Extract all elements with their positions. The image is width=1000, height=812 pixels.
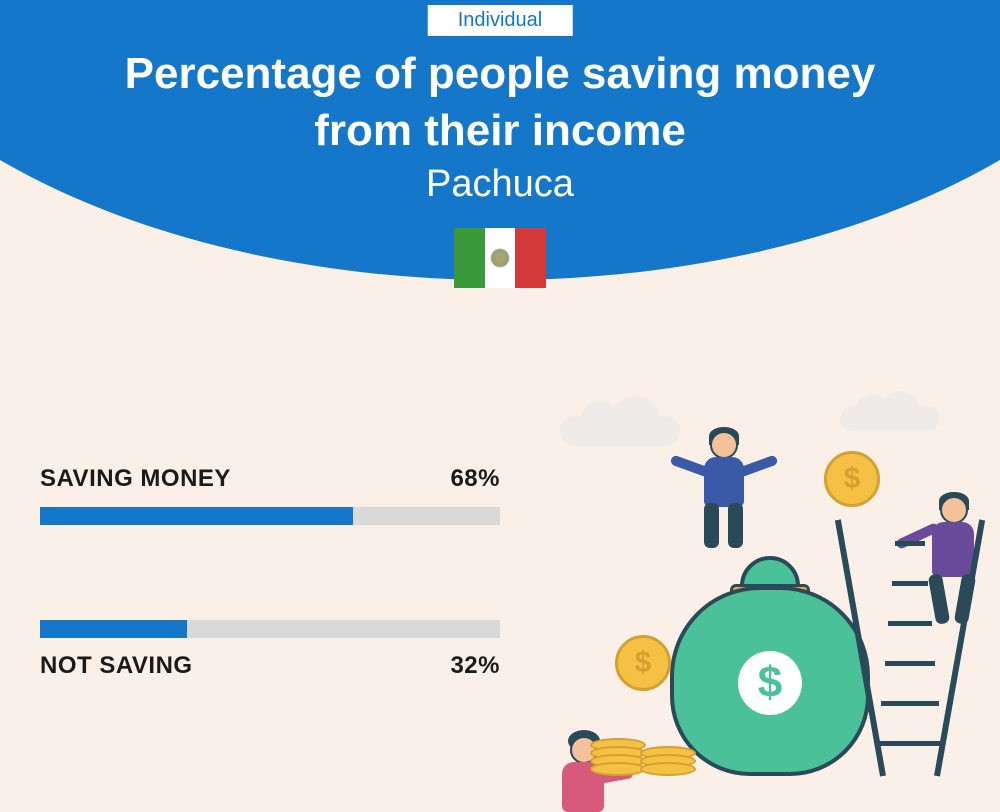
bar-label: NOT SAVING bbox=[40, 652, 193, 680]
flag-emblem-icon bbox=[490, 248, 510, 268]
page-title: Percentage of people saving money from t… bbox=[0, 45, 1000, 159]
mexico-flag-icon bbox=[454, 228, 546, 288]
bar-labels-row: NOT SAVING 32% bbox=[40, 652, 500, 680]
flag-stripe-center bbox=[485, 228, 516, 288]
bar-track bbox=[40, 620, 500, 638]
title-line-2: from their income bbox=[314, 106, 686, 155]
bar-value: 32% bbox=[450, 652, 500, 680]
bar-group-not-saving: NOT SAVING 32% bbox=[40, 620, 500, 680]
money-bag-icon: $ bbox=[670, 536, 870, 776]
coin-icon: $ bbox=[615, 635, 671, 691]
title-line-1: Percentage of people saving money bbox=[125, 49, 876, 98]
bar-labels-row: SAVING MONEY 68% bbox=[40, 465, 500, 493]
cloud-icon bbox=[560, 416, 680, 446]
bar-group-saving: SAVING MONEY 68% bbox=[40, 465, 500, 525]
savings-illustration: $ $ $ bbox=[560, 396, 980, 776]
bar-label: SAVING MONEY bbox=[40, 465, 231, 493]
flag-stripe-right bbox=[515, 228, 546, 288]
bar-track bbox=[40, 507, 500, 525]
cloud-icon bbox=[840, 406, 940, 431]
ladder-icon bbox=[870, 516, 950, 776]
bar-value: 68% bbox=[450, 465, 500, 493]
coin-stack-icon bbox=[590, 744, 646, 776]
location-subtitle: Pachuca bbox=[0, 163, 1000, 206]
coin-icon: $ bbox=[824, 451, 880, 507]
percentage-bars-container: SAVING MONEY 68% NOT SAVING 32% bbox=[40, 465, 500, 775]
category-tag: Individual bbox=[428, 5, 573, 36]
bar-fill bbox=[40, 620, 187, 638]
flag-stripe-left bbox=[454, 228, 485, 288]
bar-fill bbox=[40, 507, 353, 525]
coin-stack-icon bbox=[640, 752, 696, 776]
dollar-sign-icon: $ bbox=[738, 651, 802, 715]
